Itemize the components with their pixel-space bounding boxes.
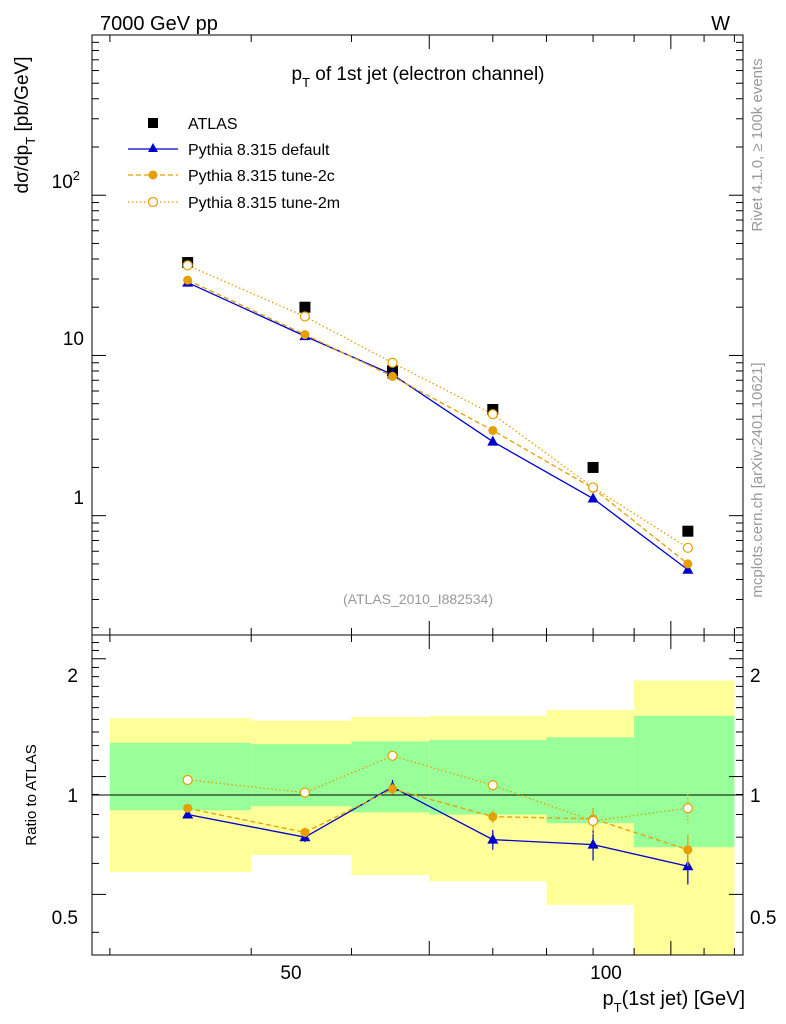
legend-label-default: Pythia 8.315 default xyxy=(188,142,330,159)
main-ytick-label-1: 1 xyxy=(73,488,84,509)
ratio-ytick-right-1: 1 xyxy=(750,786,761,807)
main-panel: pT of 1st jet (electron channel) dσ/dpT … xyxy=(12,34,744,636)
mcplots-label: mcplots.cern.ch [arXiv:2401.10621] xyxy=(749,362,766,597)
ratio-point-pythia-8-315-tune-2m xyxy=(682,803,693,814)
main-ytick-label-100: 102 xyxy=(52,168,80,193)
ratio-point-pythia-8-315-tune-2m xyxy=(487,780,498,791)
ratio-point-pythia-8-315-default xyxy=(587,838,599,849)
analysis-watermark: (ATLAS_2010_I882534) xyxy=(343,591,493,607)
main-point-pythia-8-315-default xyxy=(682,563,694,574)
legend-entry-tune2c: Pythia 8.315 tune-2c xyxy=(128,168,335,185)
ratio-ticks xyxy=(92,635,743,955)
main-point-pythia-8-315-default xyxy=(487,435,499,446)
header-right: W xyxy=(711,13,730,35)
ratio-ytick-left-05: 0.5 xyxy=(52,908,78,929)
xtick-label-100: 100 xyxy=(590,963,622,984)
legend-label-atlas: ATLAS xyxy=(188,116,238,133)
main-point-pythia-8-315-tune-2m xyxy=(182,260,193,271)
ratio-series xyxy=(182,750,694,885)
main-title: pT of 1st jet (electron channel) xyxy=(292,64,545,90)
legend-marker-tune2m xyxy=(147,196,159,208)
legend-entry-default: Pythia 8.315 default xyxy=(128,142,330,159)
ratio-ytick-left-2: 2 xyxy=(67,666,78,687)
main-point-pythia-8-315-tune-2c xyxy=(300,330,310,340)
legend-marker-atlas xyxy=(148,118,158,128)
main-point-pythia-8-315-tune-2c xyxy=(183,275,193,285)
ratio-point-pythia-8-315-tune-2c xyxy=(300,827,310,837)
main-ytick-label-10: 10 xyxy=(63,329,84,350)
legend-entry-atlas: ATLAS xyxy=(148,116,238,133)
ratio-point-pythia-8-315-tune-2m xyxy=(587,815,599,827)
ratio-frame xyxy=(91,634,744,956)
header-left: 7000 GeV pp xyxy=(100,13,218,35)
main-point-pythia-8-315-tune-2m xyxy=(682,542,693,553)
xaxis-label: pT(1st jet) [GeV] xyxy=(603,988,745,1015)
legend-marker-tune2c xyxy=(148,170,158,180)
main-line-pythia-8-315-default xyxy=(187,281,689,571)
rivet-label: Rivet 4.1.0, ≥ 100k events xyxy=(749,58,766,231)
ratio-point-pythia-8-315-tune-2m xyxy=(182,774,193,786)
main-point-pythia-8-315-tune-2m xyxy=(487,409,498,420)
ratio-line-pythia-8-315-default xyxy=(187,786,688,867)
ratio-point-pythia-8-315-default xyxy=(487,833,499,844)
main-point-atlas xyxy=(299,301,311,313)
ratio-band-green xyxy=(109,742,252,811)
ratio-ylabel: Ratio to ATLAS xyxy=(23,744,40,845)
main-point-atlas xyxy=(682,525,694,537)
legend-label-tune2m: Pythia 8.315 tune-2m xyxy=(188,195,340,212)
legend-marker-default xyxy=(148,143,158,152)
ratio-point-pythia-8-315-default xyxy=(182,808,194,819)
xtick-label-50: 50 xyxy=(280,963,301,984)
ratio-point-pythia-8-315-tune-2m xyxy=(387,750,398,761)
ratio-ytick-right-05: 0.5 xyxy=(750,908,776,929)
ratio-point-pythia-8-315-tune-2c xyxy=(388,784,398,794)
main-ticks xyxy=(92,34,743,635)
ratio-band-green xyxy=(634,715,735,848)
ratio-band-green xyxy=(429,740,547,815)
legend: ATLAS Pythia 8.315 default Pythia 8.315 … xyxy=(128,116,340,212)
main-point-atlas xyxy=(587,461,599,473)
legend-label-tune2c: Pythia 8.315 tune-2c xyxy=(188,168,335,185)
main-point-pythia-8-315-tune-2m xyxy=(299,311,311,322)
ratio-point-pythia-8-315-tune-2c xyxy=(683,845,693,855)
main-line-pythia-8-315-tune-2c xyxy=(187,279,689,565)
ratio-panel: Ratio to ATLAS 2 1 0.5 2 1 0.5 50 100 pT… xyxy=(23,634,776,1015)
main-ylabel: dσ/dpT [pb/GeV] xyxy=(12,57,38,194)
main-point-pythia-8-315-tune-2c xyxy=(388,371,398,381)
main-point-pythia-8-315-tune-2m xyxy=(587,482,599,493)
main-line-pythia-8-315-tune-2m xyxy=(187,264,689,549)
main-point-pythia-8-315-tune-2c xyxy=(683,559,693,569)
ratio-ytick-left-1: 1 xyxy=(67,786,78,807)
ratio-ytick-right-2: 2 xyxy=(750,666,761,687)
ratio-point-pythia-8-315-tune-2c xyxy=(183,803,193,813)
main-point-pythia-8-315-tune-2m xyxy=(387,357,398,368)
ratio-line-pythia-8-315-tune-2c xyxy=(187,788,689,851)
main-point-pythia-8-315-default xyxy=(587,492,599,503)
ratio-band-green xyxy=(251,744,352,807)
ratio-line-pythia-8-315-tune-2m xyxy=(187,755,688,822)
main-point-pythia-8-315-tune-2c xyxy=(488,426,498,436)
ratio-point-pythia-8-315-tune-2c xyxy=(488,812,498,822)
main-series xyxy=(182,257,694,574)
ratio-point-pythia-8-315-tune-2m xyxy=(299,787,311,798)
legend-entry-tune2m: Pythia 8.315 tune-2m xyxy=(128,195,340,212)
ratio-band-green xyxy=(546,737,635,824)
